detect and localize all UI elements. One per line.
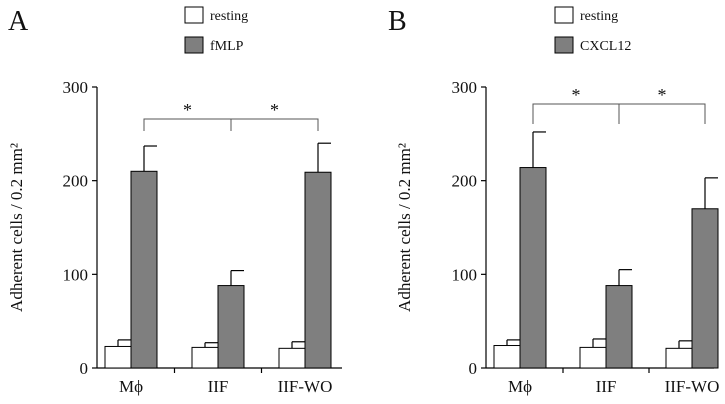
- bar-resting-2: [278, 347, 306, 369]
- x-category-label: IIF: [208, 377, 229, 396]
- significance-bracket: [618, 103, 706, 124]
- legend-swatch-0: [184, 6, 204, 24]
- bar-fmlp-0: [130, 170, 158, 369]
- legend-label: resting: [210, 9, 248, 24]
- legend-label: resting: [580, 9, 618, 24]
- significance-star: *: [270, 100, 279, 120]
- bar-cxcl12-0: [519, 167, 547, 369]
- significance-bracket: [143, 118, 232, 131]
- x-category-label: IIF: [596, 377, 617, 396]
- bar-fmlp-1: [217, 285, 245, 369]
- bar-resting-1: [579, 346, 607, 369]
- y-tick-label: 200: [63, 172, 89, 191]
- panel-label: B: [388, 6, 407, 37]
- legend-swatch-0: [554, 6, 574, 24]
- legend-label: fMLP: [210, 39, 244, 54]
- y-tick-label: 0: [80, 359, 89, 378]
- legend-swatch-1: [554, 36, 574, 54]
- significance-star: *: [183, 100, 192, 120]
- y-tick-label: 300: [63, 78, 89, 97]
- y-axis-label: Adherent cells / 0.2 mm²: [395, 143, 414, 312]
- bar-cxcl12-2: [691, 208, 719, 369]
- x-category-label: Mϕ: [508, 377, 532, 396]
- significance-bracket: [230, 118, 319, 131]
- x-category-label: Mϕ: [119, 377, 143, 396]
- bar-cxcl12-1: [605, 285, 633, 369]
- y-tick-label: 200: [452, 172, 478, 191]
- y-tick-label: 100: [63, 265, 89, 284]
- legend-swatch-1: [184, 36, 204, 54]
- x-category-label: IIF-WO: [665, 377, 720, 396]
- x-category-label: IIF-WO: [278, 377, 333, 396]
- y-axis-label: Adherent cells / 0.2 mm²: [7, 143, 26, 312]
- panel-label: A: [8, 6, 29, 37]
- bar-resting-1: [191, 346, 219, 369]
- y-tick-label: 0: [469, 359, 478, 378]
- bar-fmlp-2: [304, 171, 332, 369]
- y-tick-label: 300: [452, 78, 478, 97]
- legend-label: CXCL12: [580, 39, 631, 54]
- bar-resting-0: [104, 345, 132, 369]
- bar-resting-2: [665, 347, 693, 369]
- y-tick-label: 100: [452, 265, 478, 284]
- significance-bracket: [532, 103, 620, 124]
- bar-resting-0: [493, 345, 521, 369]
- significance-star: *: [572, 85, 581, 105]
- significance-star: *: [658, 85, 667, 105]
